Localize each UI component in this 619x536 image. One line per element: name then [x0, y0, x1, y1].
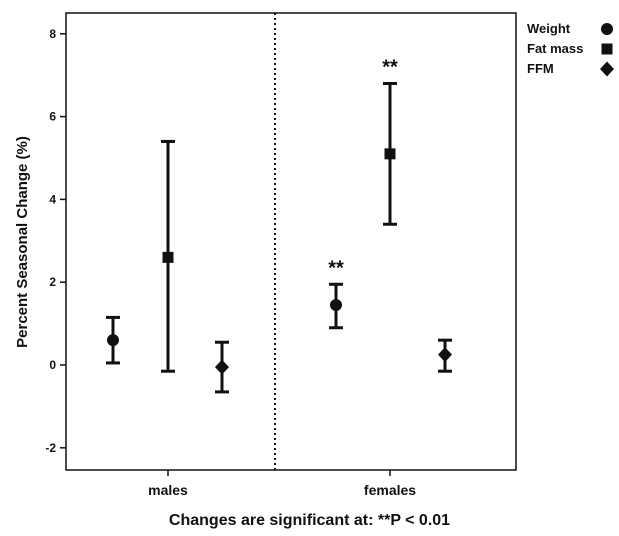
data-point-fat-mass: [384, 148, 396, 160]
legend-label: Weight: [527, 21, 571, 36]
data-point-ffm: [215, 359, 229, 375]
data-marks: ** **: [106, 56, 452, 394]
y-tick-label: -2: [45, 441, 56, 455]
data-point-fat-mass: [162, 251, 174, 263]
y-axis-title: Percent Seasonal Change (%): [14, 136, 31, 348]
data-point-ffm: [438, 347, 452, 363]
significance-marker: **: [382, 56, 398, 78]
plot-area: [65, 12, 517, 471]
legend-marker-square: [601, 43, 613, 55]
x-axis: males females: [148, 470, 416, 498]
x-category-label: males: [148, 482, 188, 498]
y-tick-label: 6: [49, 110, 56, 124]
data-point-weight: [330, 298, 342, 311]
legend-marker-circle: [601, 23, 613, 35]
y-tick-label: 0: [49, 358, 56, 372]
y-tick-label: 8: [49, 27, 56, 41]
y-tick-label: 4: [49, 192, 56, 206]
significance-marker: **: [328, 257, 344, 279]
legend-label: FFM: [527, 61, 554, 76]
data-point-weight: [107, 334, 119, 347]
significance-note: Changes are significant at: **P < 0.01: [168, 512, 451, 529]
legend-marker-diamond: [600, 61, 614, 77]
x-category-label: females: [364, 482, 416, 498]
y-tick-label: 2: [49, 275, 56, 289]
legend-label: Fat mass: [527, 41, 583, 56]
legend: Weight Fat mass FFM: [527, 21, 614, 77]
y-axis: -2 0 2 4 6 8: [45, 27, 66, 455]
